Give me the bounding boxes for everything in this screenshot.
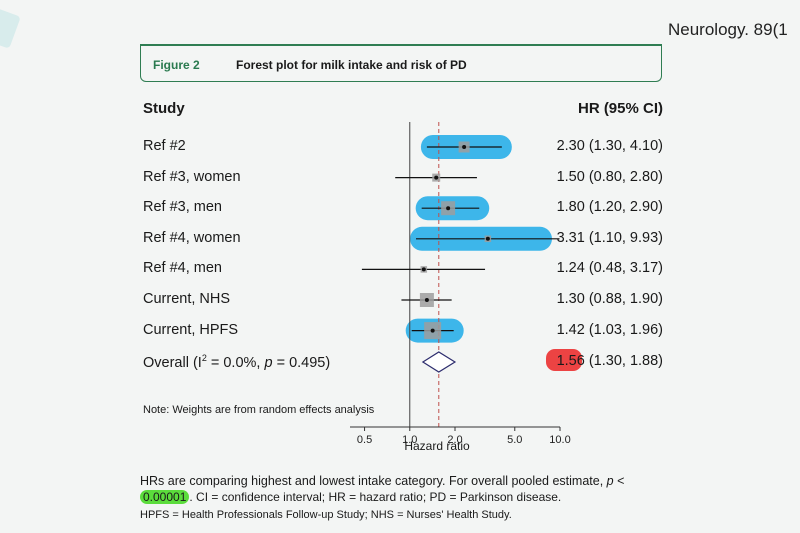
figure-header-box bbox=[139, 44, 662, 82]
overall-hr-highlight bbox=[546, 349, 582, 371]
x-tick-label: 10.0 bbox=[549, 434, 570, 446]
hr-column-header: HR (95% CI) bbox=[577, 100, 663, 117]
point-estimate bbox=[485, 236, 490, 241]
hr-value: 1.30 (0.88, 1.90) bbox=[556, 291, 663, 307]
hr-value: 1.24 (0.48, 3.17) bbox=[556, 260, 663, 277]
x-axis-label: Hazard ratio bbox=[404, 439, 470, 453]
study-label: Ref #4, women bbox=[143, 229, 241, 246]
figure-title: Forest plot for milk intake and risk of … bbox=[236, 58, 467, 72]
footnote-line-1: HRs are comparing highest and lowest int… bbox=[140, 474, 625, 488]
x-tick-label: 2.0 bbox=[447, 434, 462, 446]
study-label: Ref #4, men bbox=[143, 260, 222, 277]
hr-value: 1.42 (1.03, 1.96) bbox=[556, 321, 663, 338]
study-label: Ref #3, men bbox=[143, 199, 222, 216]
hr-value: 1.80 (1.20, 2.90) bbox=[556, 199, 663, 216]
study-column-header: Study bbox=[143, 100, 185, 117]
study-label: Current, NHS bbox=[143, 291, 231, 307]
x-tick-label: 5.0 bbox=[507, 434, 522, 446]
hr-value: 3.31 (1.10, 9.93) bbox=[556, 229, 663, 246]
hr-value: 2.30 (1.30, 4.10) bbox=[556, 138, 663, 154]
footnote-line-2: 0.00001. CI = confidence interval; HR = … bbox=[140, 490, 561, 504]
x-tick-label: 1.0 bbox=[402, 434, 417, 446]
overall-label: Overall (I2 = 0.0%, p = 0.495) bbox=[143, 353, 331, 371]
journal-citation: Neurology. 89(1 bbox=[668, 20, 788, 39]
x-tick-label: 0.5 bbox=[357, 434, 372, 446]
point-estimate bbox=[430, 328, 435, 333]
study-label: Current, HPFS bbox=[143, 321, 239, 338]
point-estimate bbox=[434, 175, 439, 180]
study-label: Ref #3, women bbox=[143, 168, 241, 185]
weights-note: Note: Weights are from random effects an… bbox=[143, 404, 375, 416]
point-estimate bbox=[462, 145, 467, 149]
point-estimate bbox=[424, 298, 429, 302]
point-estimate bbox=[446, 206, 451, 211]
figure-label: Figure 2 bbox=[153, 58, 200, 72]
hr-value: 1.50 (0.80, 2.80) bbox=[556, 168, 663, 185]
point-estimate bbox=[421, 267, 426, 272]
footnote-line-3: HPFS = Health Professionals Follow-up St… bbox=[140, 509, 512, 521]
p-value-highlight: 0.00001 bbox=[140, 490, 190, 504]
overall-diamond bbox=[421, 351, 457, 373]
overall-hr-value: 1.56 (1.30, 1.88) bbox=[556, 353, 663, 369]
study-label: Ref #2 bbox=[143, 138, 186, 154]
